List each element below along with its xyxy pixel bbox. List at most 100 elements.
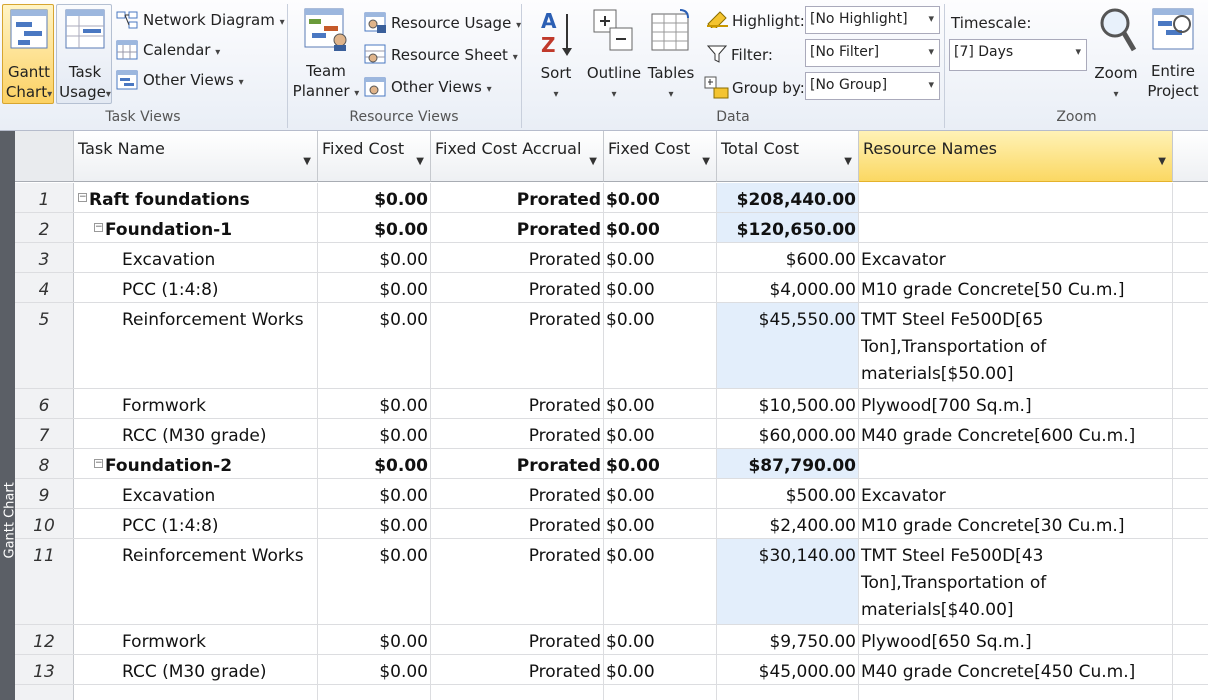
task-usage-button[interactable]: Task Usage▾ [56, 4, 112, 104]
total-cost-cell[interactable]: $120,650.00 [717, 213, 859, 242]
fixed-cost-cell[interactable]: $0.00 [318, 419, 431, 448]
fixed-cost-cell[interactable] [318, 685, 431, 700]
task-name-cell[interactable]: RCC (M30 grade) [74, 655, 318, 684]
fixed-cost-2-cell[interactable] [604, 685, 717, 700]
table-row[interactable]: 10 PCC (1:4:8) $0.00 Prorated $0.00 $2,400.00… [15, 509, 1208, 539]
task-name-cell[interactable]: − Foundation-1 [74, 213, 318, 242]
fixed-cost-2-cell[interactable]: $0.00 [604, 419, 717, 448]
task-name-cell[interactable]: Reinforcement Works [74, 539, 318, 624]
filter-dropdown[interactable]: [No Filter] [805, 39, 940, 67]
fixed-cost-cell[interactable]: $0.00 [318, 183, 431, 212]
fixed-cost-cell[interactable]: $0.00 [318, 449, 431, 478]
add-new-column-cell[interactable] [1173, 509, 1208, 538]
fixed-cost-cell[interactable]: $0.00 [318, 479, 431, 508]
resource-names-cell[interactable] [859, 213, 1173, 242]
fixed-cost-accrual-cell[interactable]: Prorated [431, 303, 604, 388]
fixed-cost-accrual-cell[interactable]: Prorated [431, 389, 604, 418]
fixed-cost-2-cell[interactable]: $0.00 [604, 449, 717, 478]
total-cost-cell[interactable]: $45,550.00 [717, 303, 859, 388]
total-cost-cell[interactable]: $600.00 [717, 243, 859, 272]
task-name-cell[interactable]: Formwork [74, 389, 318, 418]
column-header-task-name[interactable]: Task Name ▼ [74, 131, 318, 182]
tables-button[interactable]: Tables ▾ [644, 4, 698, 104]
fixed-cost-accrual-cell[interactable]: Prorated [431, 655, 604, 684]
fixed-cost-cell[interactable]: $0.00 [318, 539, 431, 624]
table-row[interactable]: 1− Raft foundations $0.00 Prorated $0.00 $208… [15, 183, 1208, 213]
fixed-cost-accrual-cell[interactable]: Prorated [431, 539, 604, 624]
column-header-fixed-cost-accrual[interactable]: Fixed Cost Accrual ▼ [431, 131, 604, 182]
table-row[interactable]: 4 PCC (1:4:8) $0.00 Prorated $0.00 $4,000.00 M… [15, 273, 1208, 303]
fixed-cost-cell[interactable]: $0.00 [318, 625, 431, 654]
add-new-column-cell[interactable] [1173, 243, 1208, 272]
total-cost-cell[interactable]: $87,790.00 [717, 449, 859, 478]
resource-names-cell[interactable]: M40 grade Concrete[600 Cu.m.] [859, 419, 1173, 448]
chevron-down-icon[interactable]: ▼ [702, 156, 710, 167]
resource-names-cell[interactable]: Excavator [859, 479, 1173, 508]
collapse-toggle-icon[interactable]: − [94, 222, 103, 232]
timescale-dropdown[interactable]: [7] Days [949, 39, 1087, 71]
column-header-add-new[interactable]: A [1173, 131, 1208, 182]
outline-button[interactable]: Outline ▾ [586, 4, 642, 104]
resource-sheet-button[interactable]: Resource Sheet ▾ [364, 42, 519, 68]
fixed-cost-2-cell[interactable]: $0.00 [604, 273, 717, 302]
calendar-button[interactable]: Calendar ▾ [116, 38, 236, 62]
fixed-cost-accrual-cell[interactable] [431, 685, 604, 700]
add-new-column-cell[interactable] [1173, 625, 1208, 654]
add-new-column-cell[interactable] [1173, 685, 1208, 700]
collapse-toggle-icon[interactable]: − [78, 192, 87, 202]
resource-names-cell[interactable]: M40 grade Concrete[450 Cu.m.] [859, 655, 1173, 684]
team-planner-button[interactable]: Team Planner ▾ [292, 4, 360, 104]
add-new-column-cell[interactable] [1173, 273, 1208, 302]
fixed-cost-accrual-cell[interactable]: Prorated [431, 449, 604, 478]
resource-names-cell[interactable] [859, 685, 1173, 700]
collapse-toggle-icon[interactable]: − [94, 458, 103, 468]
table-row[interactable]: 5 Reinforcement Works $0.00 Prorated $0.00 $4… [15, 303, 1208, 389]
column-header-total-cost[interactable]: Total Cost ▼ [717, 131, 859, 182]
fixed-cost-accrual-cell[interactable]: Prorated [431, 419, 604, 448]
task-name-cell[interactable] [74, 685, 318, 700]
task-name-cell[interactable]: − Raft foundations [74, 183, 318, 212]
column-header-resource-names[interactable]: Resource Names ▼ [859, 131, 1173, 182]
task-name-cell[interactable]: Excavation [74, 479, 318, 508]
fixed-cost-2-cell[interactable]: $0.00 [604, 213, 717, 242]
resource-names-cell[interactable] [859, 449, 1173, 478]
add-new-column-cell[interactable] [1173, 389, 1208, 418]
total-cost-cell[interactable]: $45,000.00 [717, 655, 859, 684]
add-new-column-cell[interactable] [1173, 449, 1208, 478]
chevron-down-icon[interactable]: ▼ [303, 156, 311, 167]
resource-names-cell[interactable]: Plywood[650 Sq.m.] [859, 625, 1173, 654]
fixed-cost-accrual-cell[interactable]: Prorated [431, 509, 604, 538]
zoom-button[interactable]: Zoom ▾ [1090, 4, 1142, 104]
task-name-cell[interactable]: PCC (1:4:8) [74, 273, 318, 302]
fixed-cost-accrual-cell[interactable]: Prorated [431, 243, 604, 272]
fixed-cost-2-cell[interactable]: $0.00 [604, 479, 717, 508]
resource-usage-button[interactable]: Resource Usage ▾ [364, 10, 521, 36]
fixed-cost-2-cell[interactable]: $0.00 [604, 625, 717, 654]
table-row[interactable]: 13 RCC (M30 grade) $0.00 Prorated $0.00 $45,0… [15, 655, 1208, 685]
chevron-down-icon[interactable]: ▼ [844, 156, 852, 167]
gantt-chart-button[interactable]: Gantt Chart▾ [2, 4, 54, 104]
fixed-cost-accrual-cell[interactable]: Prorated [431, 273, 604, 302]
table-row[interactable]: 6 Formwork $0.00 Prorated $0.00 $10,500.00 Ply… [15, 389, 1208, 419]
fixed-cost-2-cell[interactable]: $0.00 [604, 655, 717, 684]
total-cost-cell[interactable]: $500.00 [717, 479, 859, 508]
table-row[interactable]: 9 Excavation $0.00 Prorated $0.00 $500.00 Exca… [15, 479, 1208, 509]
task-other-views-button[interactable]: Other Views ▾ [116, 68, 256, 92]
table-row-empty[interactable] [15, 685, 1208, 700]
row-number[interactable] [15, 685, 74, 700]
chevron-down-icon[interactable]: ▼ [589, 156, 597, 167]
resource-names-cell[interactable]: TMT Steel Fe500D[43 Ton],Transportation … [859, 539, 1173, 624]
fixed-cost-accrual-cell[interactable]: Prorated [431, 183, 604, 212]
table-row[interactable]: 7 RCC (M30 grade) $0.00 Prorated $0.00 $60,00… [15, 419, 1208, 449]
view-bar[interactable]: Gantt Chart [0, 131, 18, 700]
table-row[interactable]: 8− Foundation-2 $0.00 Prorated $0.00 $87,790.… [15, 449, 1208, 479]
task-name-cell[interactable]: Formwork [74, 625, 318, 654]
total-cost-cell[interactable]: $60,000.00 [717, 419, 859, 448]
table-row[interactable]: 12 Formwork $0.00 Prorated $0.00 $9,750.00 Ply… [15, 625, 1208, 655]
resource-names-cell[interactable]: Plywood[700 Sq.m.] [859, 389, 1173, 418]
add-new-column-cell[interactable] [1173, 303, 1208, 388]
fixed-cost-cell[interactable]: $0.00 [318, 243, 431, 272]
resource-names-cell[interactable]: M10 grade Concrete[30 Cu.m.] [859, 509, 1173, 538]
add-new-column-cell[interactable] [1173, 419, 1208, 448]
chevron-down-icon[interactable]: ▼ [416, 156, 424, 167]
